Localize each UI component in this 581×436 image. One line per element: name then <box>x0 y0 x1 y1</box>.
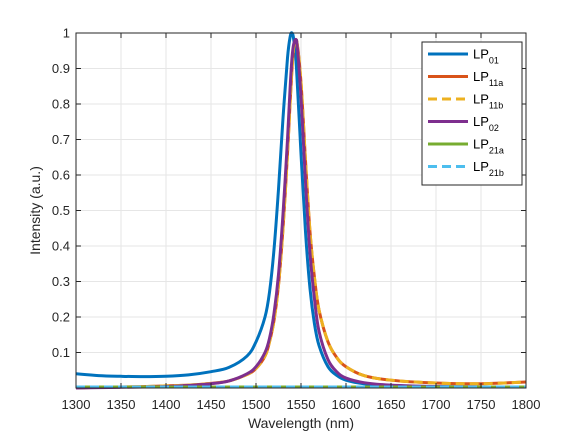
y-tick-label: 0.6 <box>52 168 70 183</box>
y-tick-label: 0.3 <box>52 274 70 289</box>
series-line-lp01 <box>75 31 527 389</box>
series-line-lp02 <box>75 37 527 390</box>
x-tick-label: 1600 <box>332 397 361 412</box>
legend-label-sub: 21b <box>489 168 504 178</box>
legend-label-sub: 02 <box>489 123 499 133</box>
legend-label-sub: 11a <box>489 78 503 88</box>
y-tick-label: 0.4 <box>52 239 70 254</box>
x-tick-label: 1400 <box>152 397 181 412</box>
y-tick-label: 0.9 <box>52 61 70 76</box>
legend-box <box>421 41 523 186</box>
y-tick-label: 1 <box>63 26 70 41</box>
y-axis-label: Intensity (a.u.) <box>27 166 43 255</box>
x-tick-label: 1500 <box>242 397 271 412</box>
x-tick-label: 1800 <box>512 397 541 412</box>
x-tick-label: 1450 <box>197 397 226 412</box>
legend-label-main: LP <box>473 114 489 129</box>
plot-lines <box>75 31 527 390</box>
x-tick-label: 1700 <box>422 397 451 412</box>
x-tick-label: 1650 <box>377 397 406 412</box>
x-tick-label: 1550 <box>287 397 316 412</box>
legend-label-main: LP <box>473 137 489 152</box>
legend-label-lp21b: LP21b <box>473 159 504 178</box>
y-tick-label: 0.8 <box>52 97 70 112</box>
axis-ticks: 1300 1350 1400 1450 1500 1550 1600 1650 1700 1750… <box>52 26 541 413</box>
x-tick-label: 1750 <box>467 397 496 412</box>
legend-label-sub: 01 <box>489 56 499 66</box>
x-axis-label: Wavelength (nm) <box>248 415 354 431</box>
legend-label-lp11b: LP11b <box>473 92 503 111</box>
y-tick-label: 0.1 <box>52 345 70 360</box>
legend-label-lp02: LP02 <box>473 114 499 133</box>
legend-label-main: LP <box>473 159 489 174</box>
legend-label-sub: 21a <box>489 146 504 156</box>
y-tick-label: 0.7 <box>52 132 70 147</box>
legend-label-main: LP <box>473 69 489 84</box>
legend-label-main: LP <box>473 92 489 107</box>
legend-label-sub: 11b <box>489 101 503 111</box>
legend-label-lp11a: LP11a <box>473 69 503 88</box>
legend-label-lp21a: LP21a <box>473 137 504 156</box>
y-tick-label: 0.5 <box>52 203 70 218</box>
legend-label-lp01: LP01 <box>473 47 499 66</box>
x-tick-label: 1350 <box>107 397 136 412</box>
y-tick-label: 0.2 <box>52 310 70 325</box>
legend-label-main: LP <box>473 47 489 62</box>
x-tick-label: 1300 <box>62 397 91 412</box>
